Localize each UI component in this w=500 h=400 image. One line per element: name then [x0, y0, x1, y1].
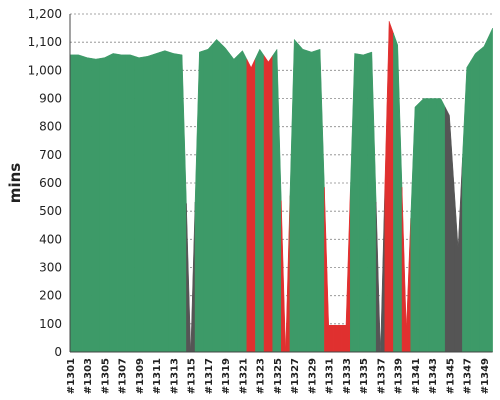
x-tick-label: #1347	[463, 358, 474, 394]
y-tick-label: 800	[39, 120, 62, 134]
x-tick-label: #1319	[221, 358, 232, 394]
y-axis-label: mins	[6, 163, 24, 203]
area-segment	[401, 187, 411, 353]
y-tick-label: 100	[39, 317, 62, 331]
area-segment	[410, 102, 420, 353]
y-tick-label: 1,000	[28, 63, 62, 77]
y-tick-label: 1,200	[28, 7, 62, 21]
y-tick-label: 1,100	[28, 35, 62, 49]
area-segment	[427, 98, 437, 353]
x-tick-label: #1321	[238, 358, 249, 394]
x-tick-label: #1337	[376, 358, 387, 394]
area-segment	[134, 55, 144, 353]
area-segment	[315, 48, 325, 353]
x-tick-label: #1341	[411, 358, 422, 394]
area-segment	[168, 51, 179, 353]
x-tick-label: #1335	[359, 358, 370, 394]
area-segment	[462, 59, 472, 353]
area-segment	[74, 54, 84, 353]
area-segment	[229, 52, 239, 353]
area-segment	[341, 189, 351, 353]
area-segment	[143, 54, 153, 353]
area-segment	[479, 37, 489, 353]
area-segment	[108, 53, 118, 353]
x-tick-label: #1323	[256, 358, 267, 394]
y-tick-label: 300	[39, 261, 62, 275]
area-segment	[289, 38, 299, 353]
area-segment	[186, 202, 196, 353]
x-tick-label: #1315	[187, 358, 198, 394]
x-tick-label: #1339	[394, 358, 405, 394]
area-segment	[470, 49, 480, 353]
area-segment	[246, 58, 256, 353]
x-tick-label: #1343	[428, 358, 439, 394]
area-segment	[220, 42, 230, 353]
area-segment	[358, 53, 368, 353]
y-tick-label: 500	[39, 204, 62, 218]
area-segment	[117, 53, 127, 353]
area-segment	[203, 43, 213, 353]
area-segment	[237, 50, 248, 353]
area-segment	[91, 58, 101, 353]
area-segment	[436, 98, 446, 353]
area-segment	[332, 324, 342, 353]
x-tick-label: #1331	[325, 358, 336, 394]
area-segment	[419, 98, 429, 353]
area-segment	[177, 53, 187, 353]
area-segment	[367, 51, 377, 353]
x-tick-label: #1333	[342, 358, 353, 394]
y-tick-label: 600	[39, 176, 62, 190]
x-tick-label: #1303	[83, 358, 94, 394]
x-tick-label: #1307	[118, 358, 129, 394]
x-tick-label: #1309	[135, 358, 146, 394]
area-segment	[306, 50, 317, 353]
area-segment	[99, 55, 110, 353]
x-tick-label: #1327	[290, 358, 301, 394]
area-segment	[160, 50, 170, 353]
area-segment	[453, 157, 463, 353]
y-tick-label: 900	[39, 92, 62, 106]
area-segment	[272, 48, 282, 353]
x-tick-label: #1349	[480, 358, 491, 394]
x-tick-label: #1329	[307, 358, 318, 394]
area-segment	[82, 55, 92, 353]
x-tick-label: #1305	[100, 358, 111, 394]
area-segment	[444, 106, 455, 353]
area-segment	[69, 54, 75, 353]
area-segment	[125, 54, 135, 353]
y-tick-label: 200	[39, 289, 62, 303]
x-tick-label: #1301	[66, 358, 77, 394]
y-tick-label: 400	[39, 232, 62, 246]
x-tick-label: #1317	[204, 358, 215, 394]
area-segment	[263, 54, 273, 353]
x-tick-label: #1311	[152, 358, 163, 394]
y-tick-label: 0	[54, 345, 62, 359]
area-segment	[151, 51, 161, 353]
x-tick-label: #1345	[445, 358, 456, 394]
x-tick-label: #1325	[273, 358, 284, 394]
area-segment	[488, 27, 493, 353]
x-tick-label: #1313	[169, 358, 180, 394]
area-segment	[298, 43, 308, 353]
y-tick-label: 700	[39, 148, 62, 162]
area-segment	[194, 50, 204, 353]
area-segment	[324, 187, 334, 353]
area-segment	[212, 38, 222, 353]
area-segment	[393, 32, 403, 353]
area-segment	[255, 48, 265, 353]
area-segment	[281, 195, 291, 353]
